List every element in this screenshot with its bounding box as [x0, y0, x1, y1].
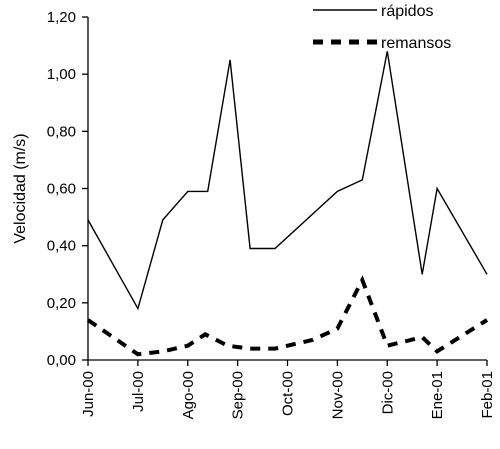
y-tick-label: 0,40	[47, 238, 76, 255]
x-tick-label: Jun-00	[80, 371, 97, 417]
legend-label: remansos	[381, 35, 451, 52]
y-tick-label: 0,80	[47, 123, 76, 140]
y-tick-label: 0,20	[47, 295, 76, 312]
y-axis-title: Velocidad (m/s)	[12, 133, 29, 243]
series-lines	[86, 51, 489, 357]
legend-label: rápidos	[381, 3, 433, 20]
legend: rápidos remansos	[313, 3, 451, 52]
y-ticks: 0,00 0,20 0,40 0,60 0,80 1,00 1,20	[47, 9, 88, 369]
x-tick-label: Sep-00	[230, 371, 247, 419]
x-tick-label: Jul-00	[130, 371, 147, 412]
y-tick-label: 0,00	[47, 352, 76, 369]
y-tick-label: 0,60	[47, 181, 76, 198]
y-tick-label: 1,20	[47, 9, 76, 26]
series-line-rapidos	[87, 51, 488, 311]
x-tick-label: Feb-01	[479, 371, 496, 419]
axes	[87, 17, 487, 361]
x-tick-label: Nov-00	[329, 371, 346, 419]
y-tick-label: 1,00	[47, 66, 76, 83]
x-tick-label: Dic-00	[379, 371, 396, 414]
series-line-remansos	[86, 275, 489, 357]
x-tick-label: Oct-00	[280, 371, 297, 416]
x-ticks: Jun-00 Jul-00 Ago-00 Sep-00 Oct-00 Nov-00 Dic-…	[80, 360, 496, 419]
x-tick-label: Ago-00	[180, 371, 197, 419]
x-tick-label: Ene-01	[429, 371, 446, 419]
